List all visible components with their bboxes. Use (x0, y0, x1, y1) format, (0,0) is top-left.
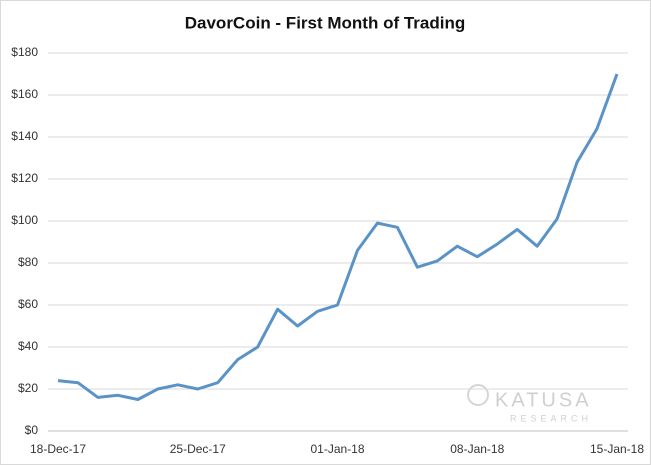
x-tick-label: 08-Jan-18 (450, 442, 504, 456)
x-tick-label: 01-Jan-18 (310, 442, 364, 456)
y-tick-label: $40 (18, 339, 38, 353)
watermark-icon (467, 384, 489, 406)
watermark-name: KATUSA (495, 389, 592, 411)
y-tick-label: $100 (11, 213, 38, 227)
y-tick-label: $80 (18, 255, 38, 269)
watermark: KATUSA RESEARCH (467, 384, 592, 423)
y-tick-label: $180 (11, 45, 38, 59)
x-tick-label: 18-Dec-17 (30, 442, 86, 456)
y-tick-label: $140 (11, 129, 38, 143)
x-tick-label: 15-Jan-18 (590, 442, 644, 456)
chart-title: DavorCoin - First Month of Trading (185, 13, 465, 32)
y-tick-label: $120 (11, 171, 38, 185)
data-line (57, 73, 619, 401)
y-tick-label: $160 (11, 87, 38, 101)
y-tick-label: $0 (25, 423, 39, 437)
y-tick-label: $20 (18, 381, 38, 395)
x-tick-label: 25-Dec-17 (170, 442, 226, 456)
y-tick-label: $60 (18, 297, 38, 311)
watermark-sub: RESEARCH (510, 413, 592, 423)
